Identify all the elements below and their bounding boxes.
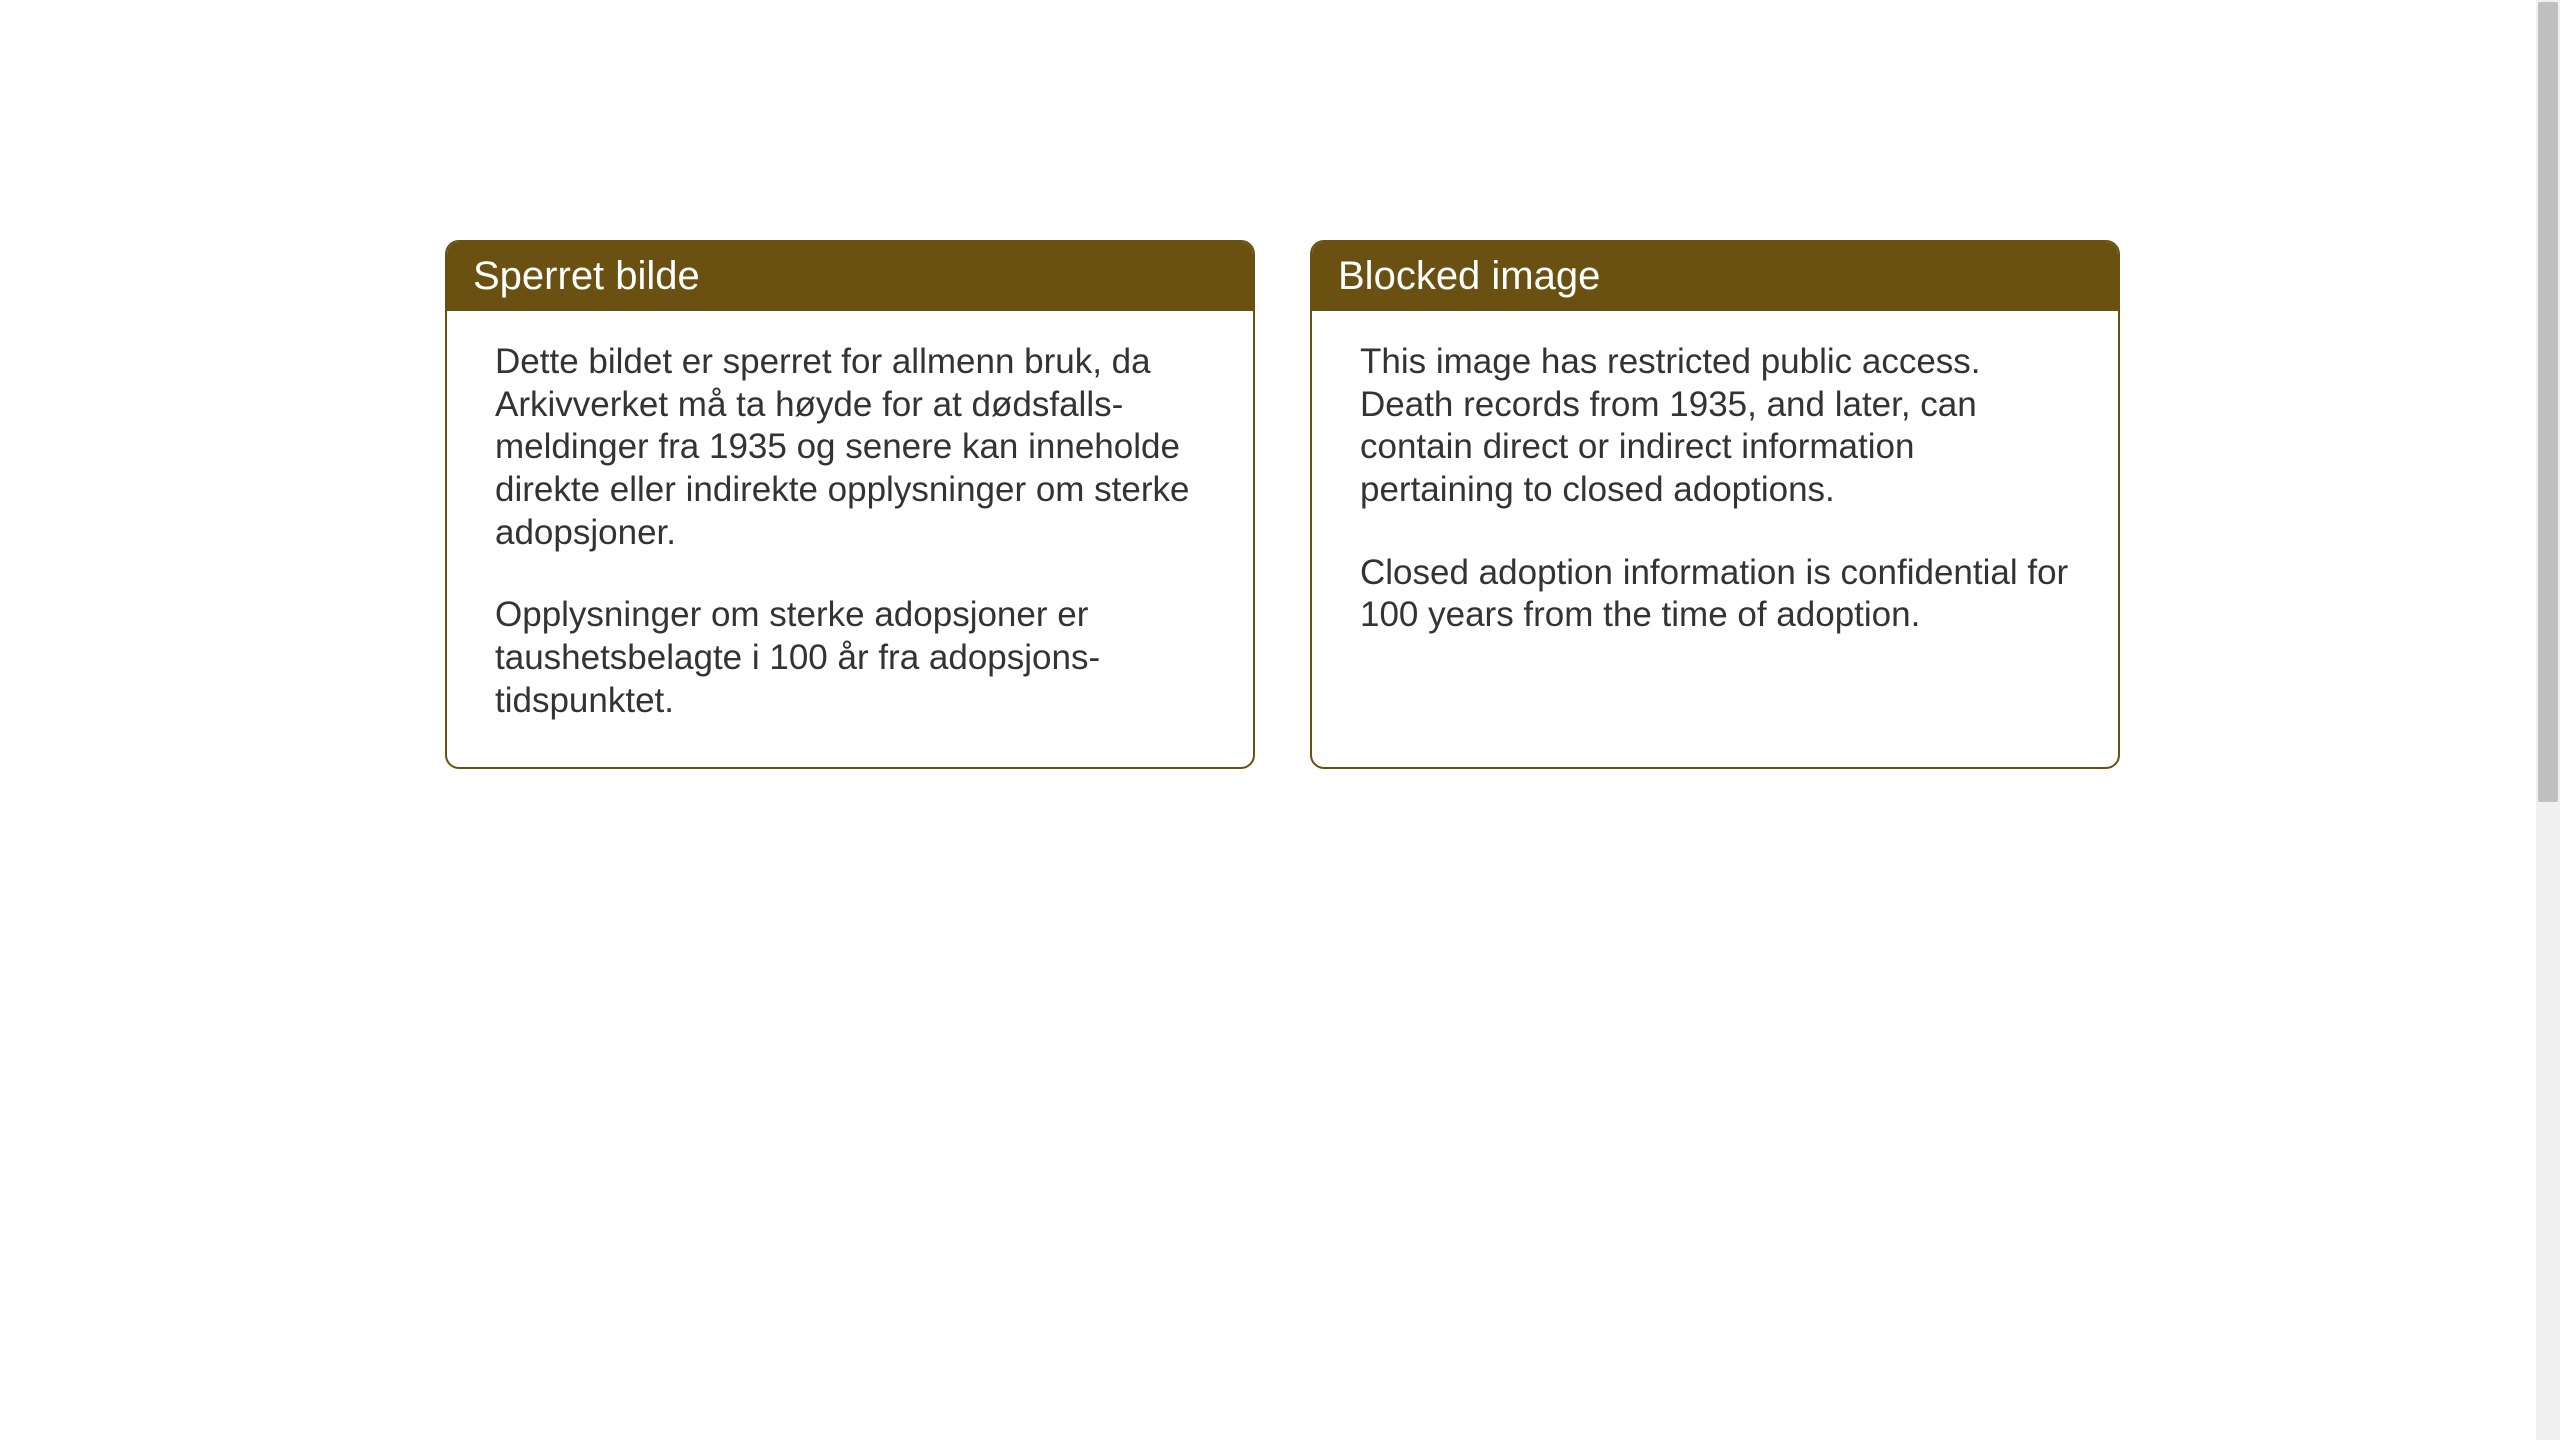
card-paragraph: This image has restricted public access.… (1360, 341, 2070, 512)
scrollbar-thumb[interactable] (2538, 2, 2558, 802)
card-header: Blocked image (1312, 242, 2118, 311)
card-body: Dette bildet er sperret for allmenn bruk… (447, 311, 1253, 767)
notice-card-english: Blocked image This image has restricted … (1310, 240, 2120, 769)
card-body: This image has restricted public access.… (1312, 311, 2118, 681)
card-header: Sperret bilde (447, 242, 1253, 311)
card-paragraph: Opplysninger om sterke adopsjoner er tau… (495, 594, 1205, 722)
notice-card-norwegian: Sperret bilde Dette bildet er sperret fo… (445, 240, 1255, 769)
card-paragraph: Dette bildet er sperret for allmenn bruk… (495, 341, 1205, 554)
card-paragraph: Closed adoption information is confident… (1360, 552, 2070, 637)
notice-container: Sperret bilde Dette bildet er sperret fo… (445, 240, 2120, 769)
scrollbar-track[interactable] (2536, 0, 2560, 1440)
